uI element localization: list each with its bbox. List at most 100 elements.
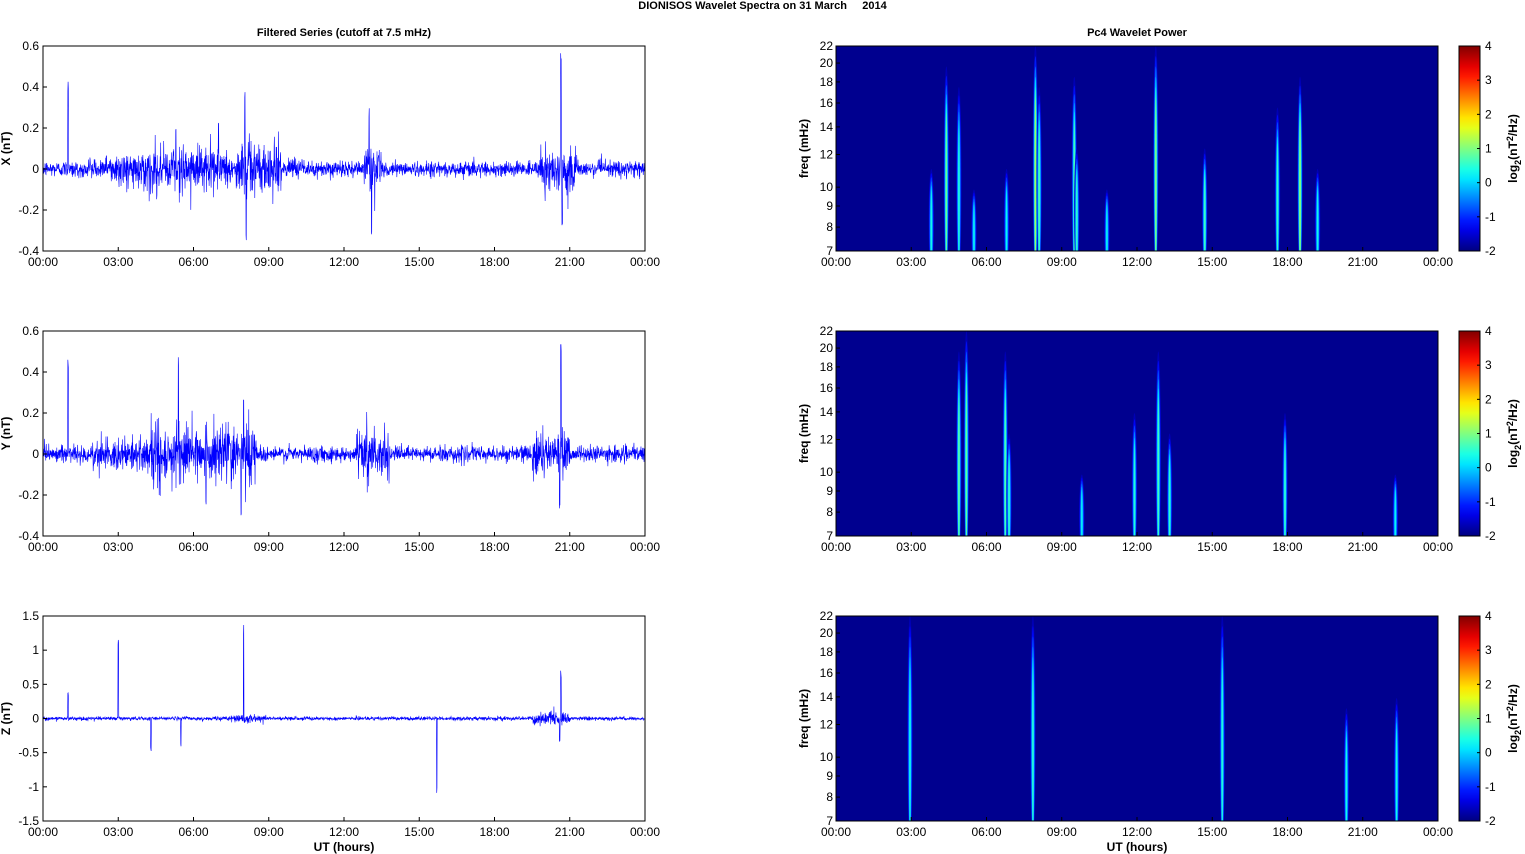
wavelet-event-mark	[1345, 736, 1348, 821]
wavelet-ytick-label: 16	[820, 96, 834, 110]
wavelet-ytick-label: 18	[820, 645, 834, 659]
wavelet-xtick-label: 12:00	[1122, 825, 1152, 839]
series-xtick-label: 12:00	[329, 540, 359, 554]
colorbar-tick-label: 2	[1485, 392, 1492, 406]
wavelet-event-mark	[930, 189, 932, 251]
wavelet-event-mark	[1221, 667, 1223, 821]
series-xtick-label: 18:00	[479, 255, 509, 269]
colorbar	[1458, 330, 1481, 537]
wavelet-event-mark	[945, 112, 948, 251]
series-xtick-label: 06:00	[178, 255, 208, 269]
wavelet-ylabel: freq (mHz)	[797, 404, 811, 463]
series-ytick-label: 0.5	[22, 677, 39, 691]
series-ytick-label: 0.2	[22, 406, 39, 420]
series-panel-x: -0.4 -0.2 0 0.2 0.4 0.6 X (nT)	[0, 39, 646, 258]
wavelet-event-mark	[1004, 397, 1006, 536]
series-xtick-label: 15:00	[404, 825, 434, 839]
wavelet-event-mark	[1081, 489, 1083, 536]
series-xtick-label: 09:00	[254, 255, 284, 269]
wavelet-xtick-label: 15:00	[1197, 825, 1227, 839]
wavelet-xtick-label: 03:00	[896, 255, 926, 269]
wavelet-event-mark	[1394, 489, 1397, 536]
wavelet-ylabel: freq (mHz)	[797, 689, 811, 748]
series-ytick-label: 0.6	[22, 39, 39, 53]
wavelet-event-mark	[1395, 728, 1398, 821]
wavelet-xtick-label: 21:00	[1348, 540, 1378, 554]
wavelet-xtick-label: 21:00	[1348, 825, 1378, 839]
wavelet-ytick-label: 7	[826, 529, 833, 543]
colorbar-label: log2(nT2/Hz)	[1505, 399, 1523, 468]
wavelet-xtick-label: 00:00	[1423, 255, 1453, 269]
wavelet-xtick-label: 09:00	[1047, 255, 1077, 269]
series-panel-z: -1.5 -1 -0.5 0 0.5 1 1.5 Z (nT)	[0, 609, 646, 828]
wavelet-ytick-label: 10	[820, 180, 834, 194]
colorbar-tick-label: 3	[1485, 643, 1492, 657]
wavelet-ytick-label: 20	[820, 341, 834, 355]
wavelet-event-mark	[958, 397, 960, 536]
wavelet-ytick-label: 14	[820, 405, 834, 419]
wavelet-event-mark	[1038, 128, 1040, 251]
wavelet-event-mark	[1284, 443, 1286, 536]
wavelet-event-mark	[1316, 189, 1319, 251]
wavelet-event-mark	[1299, 120, 1301, 251]
wavelet-events	[907, 616, 1400, 821]
wavelet-xtick-label: 06:00	[971, 540, 1001, 554]
series-xtick-label: 00:00	[28, 255, 58, 269]
wavelet-event-mark	[1133, 443, 1136, 536]
wavelet-event-mark	[1157, 397, 1159, 536]
wavelet-xtick-label: 03:00	[896, 540, 926, 554]
series-xtick-label: 09:00	[254, 825, 284, 839]
wavelet-ytick-label: 7	[826, 814, 833, 828]
wavelet-xtick-label: 18:00	[1272, 825, 1302, 839]
wavelet-xtick-label: 12:00	[1122, 540, 1152, 554]
wavelet-ytick-label: 12	[820, 718, 834, 732]
wavelet-event-mark	[1155, 97, 1157, 251]
series-ytick-label: -1.5	[18, 814, 39, 828]
wavelet-ytick-label: 22	[820, 324, 834, 338]
wavelet-event-mark	[1276, 143, 1279, 251]
right-column-title: Pc4 Wavelet Power	[1087, 27, 1188, 39]
series-ylabel: Z (nT)	[0, 702, 13, 735]
wavelet-event-mark	[1005, 189, 1008, 251]
wavelet-ytick-label: 12	[820, 433, 834, 447]
colorbar-tick-label: 4	[1485, 39, 1492, 53]
wavelet-event-mark	[1106, 204, 1108, 251]
series-xtick-label: 21:00	[555, 255, 585, 269]
colorbar-tick-label: 4	[1485, 324, 1492, 338]
wavelet-xtick-label: 18:00	[1272, 255, 1302, 269]
wavelet-event-mark	[1008, 459, 1010, 536]
wavelet-ytick-label: 20	[820, 56, 834, 70]
wavelet-xtick-label: 18:00	[1272, 540, 1302, 554]
series-xtick-label: 18:00	[479, 540, 509, 554]
series-xtick-label: 06:00	[178, 540, 208, 554]
series-xtick-label: 06:00	[178, 825, 208, 839]
colorbar-tick-label: -2	[1485, 529, 1496, 543]
wavelet-background	[836, 46, 1438, 251]
wavelet-xtick-label: 03:00	[896, 825, 926, 839]
wavelet-ytick-label: 18	[820, 360, 834, 374]
series-ytick-label: -0.4	[18, 529, 39, 543]
wavelet-xtick-label: 00:00	[1423, 540, 1453, 554]
wavelet-ytick-label: 22	[820, 39, 834, 53]
series-ylabel: X (nT)	[0, 132, 13, 166]
series-xtick-label: 21:00	[555, 825, 585, 839]
series-ytick-label: 0.6	[22, 324, 39, 338]
wavelet-event-mark	[1076, 174, 1078, 251]
series-plot-area	[43, 331, 645, 536]
wavelet-ytick-label: 22	[820, 609, 834, 623]
series-ytick-label: -0.4	[18, 244, 39, 258]
wavelet-ytick-label: 20	[820, 626, 834, 640]
wavelet-events	[928, 46, 1321, 251]
wavelet-ytick-label: 10	[820, 750, 834, 764]
series-xtick-label: 00:00	[28, 540, 58, 554]
colorbar-tick-label: 3	[1485, 73, 1492, 87]
colorbar-tick-label: 2	[1485, 107, 1492, 121]
wavelet-ytick-label: 8	[826, 505, 833, 519]
wavelet-ytick-label: 8	[826, 790, 833, 804]
colorbar-tick-label: -2	[1485, 814, 1496, 828]
series-ytick-label: 1.5	[22, 609, 39, 623]
wavelet-ytick-label: 10	[820, 465, 834, 479]
